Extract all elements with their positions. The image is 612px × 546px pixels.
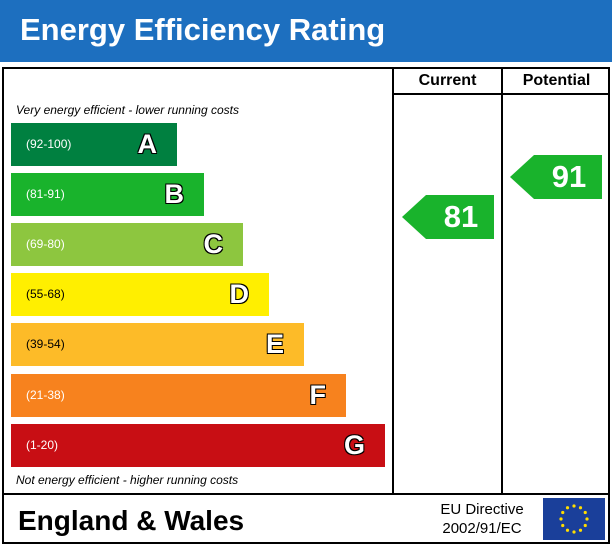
band-letter: E xyxy=(265,329,284,359)
flag-star xyxy=(565,528,570,532)
flag-star xyxy=(585,517,589,521)
band-range-label: (81-91) xyxy=(26,187,65,201)
flag-star xyxy=(583,523,587,528)
current-arrow-shape xyxy=(402,195,494,239)
header-banner: Energy Efficiency Rating xyxy=(0,0,612,62)
rating-band-g: (1-20) G xyxy=(11,424,385,467)
potential-column-header: Potential xyxy=(522,72,591,89)
rating-band-c: (69-80) C xyxy=(11,223,243,266)
rating-band-d: (55-68) D xyxy=(11,273,269,316)
flag-star xyxy=(565,506,570,510)
rating-band-a: (92-100) A xyxy=(11,123,177,166)
flag-star xyxy=(561,510,565,515)
rating-table-frame xyxy=(2,67,610,544)
band-range-label: (1-20) xyxy=(26,438,59,452)
footer-divider xyxy=(2,493,610,495)
region-label: England & Wales xyxy=(18,505,245,536)
rating-band-f: (21-38) F xyxy=(11,374,346,417)
current-column-header: Current xyxy=(418,72,477,89)
band-range-label: (39-54) xyxy=(26,337,65,351)
band-range-label: (21-38) xyxy=(26,388,65,402)
band-range-label: (69-80) xyxy=(26,237,65,251)
current-rating-value: 81 xyxy=(443,199,479,234)
band-letter: B xyxy=(164,179,185,209)
flag-star xyxy=(572,504,576,508)
rating-band-b: (81-91) B xyxy=(11,173,204,216)
flag-star xyxy=(572,530,576,534)
band-letter: C xyxy=(203,229,224,259)
page-title: Energy Efficiency Rating xyxy=(20,12,386,47)
header-row-divider xyxy=(392,93,610,95)
flag-star xyxy=(559,517,563,521)
potential-rating-value: 91 xyxy=(551,159,587,194)
band-letter: G xyxy=(343,430,365,460)
top-note: Very energy efficient - lower running co… xyxy=(16,103,239,117)
potential-rating-arrow: 91 xyxy=(510,155,602,199)
band-letter: A xyxy=(137,129,158,159)
eu-flag-icon xyxy=(543,498,605,540)
directive-line-1: EU Directive xyxy=(440,501,524,518)
band-letter: F xyxy=(309,380,327,410)
flag-star xyxy=(561,523,565,528)
column-divider-potential xyxy=(501,67,503,494)
flag-star xyxy=(578,528,583,532)
rating-band-e: (39-54) E xyxy=(11,323,304,366)
band-range-label: (92-100) xyxy=(26,137,72,151)
flag-star xyxy=(583,510,587,515)
potential-arrow-shape xyxy=(510,155,602,199)
flag-star xyxy=(578,506,583,510)
column-divider-current xyxy=(392,67,394,494)
current-rating-arrow: 81 xyxy=(402,195,494,239)
bottom-note: Not energy efficient - higher running co… xyxy=(16,473,239,487)
directive-line-2: 2002/91/EC xyxy=(442,520,522,537)
band-letter: D xyxy=(229,279,250,309)
band-range-label: (55-68) xyxy=(26,287,65,301)
